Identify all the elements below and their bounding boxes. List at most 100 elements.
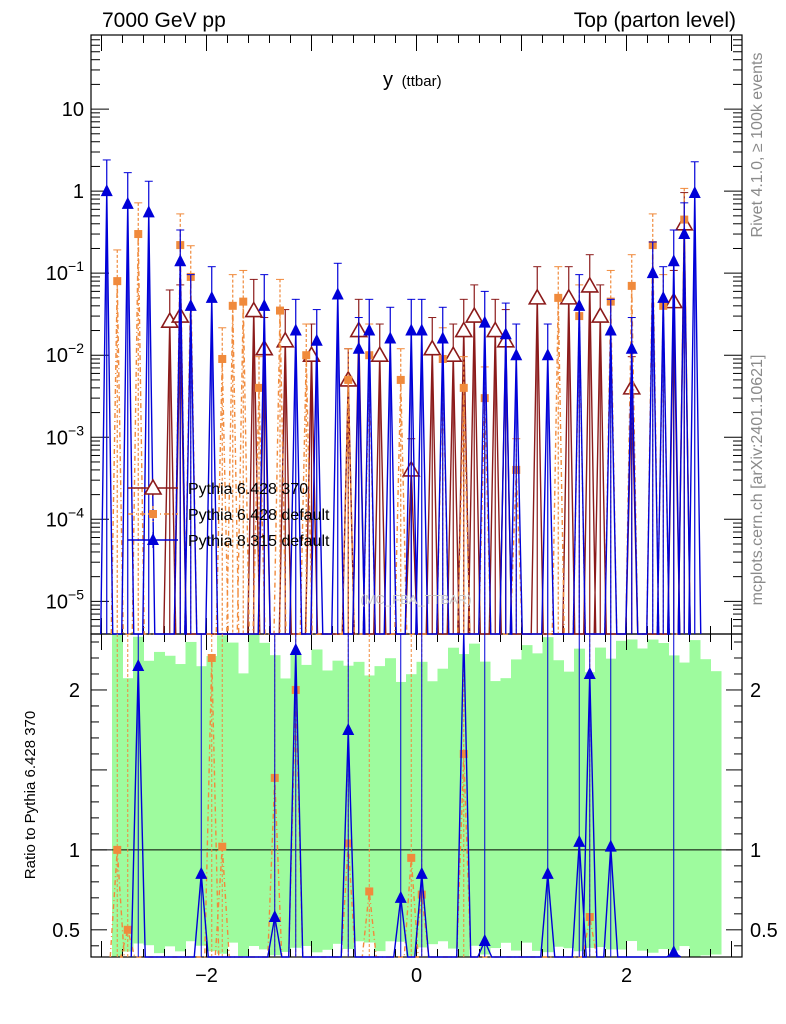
band-inner [227, 642, 239, 943]
legend-entry-p6-default: Pythia 6.428 default [128, 506, 330, 524]
ratio-point [218, 842, 227, 851]
band-inner [437, 668, 449, 942]
band-inner [332, 660, 344, 944]
data-point [113, 277, 122, 286]
data-point [244, 300, 264, 318]
ratio-point [342, 722, 355, 735]
legend-label: Pythia 8.315 default [188, 533, 330, 550]
ratio-point [195, 866, 208, 879]
data-point [541, 348, 554, 361]
band-inner [301, 664, 312, 946]
data-point [580, 276, 600, 293]
data-point [657, 290, 670, 303]
ratio-line [130, 633, 682, 958]
band-inner [185, 641, 197, 942]
band-inner [448, 647, 459, 949]
ratio-series-1 [130, 633, 682, 958]
data-point [331, 287, 344, 300]
band-inner [647, 639, 659, 953]
band-inner [164, 655, 176, 947]
ratio-y-tick-label-right: 1 [750, 840, 761, 862]
band-inner [616, 640, 627, 950]
data-point [678, 227, 691, 240]
data-point [363, 323, 376, 336]
data-point [454, 320, 474, 338]
ratio-y-tick-label: 2 [69, 680, 80, 702]
legend: Pythia 6.428 370 Pythia 6.428 default Py… [128, 478, 330, 550]
data-point [559, 288, 579, 305]
data-point [459, 383, 468, 392]
ratio-point [113, 845, 122, 854]
header-left: 7000 GeV pp [102, 9, 226, 32]
y-tick-label: 10−1 [46, 258, 84, 285]
data-point [415, 323, 428, 336]
data-point [184, 298, 197, 311]
ratio-series [109, 633, 682, 958]
y-tick-label: 10−5 [46, 586, 84, 613]
band-inner [322, 670, 333, 950]
data-point [205, 290, 218, 303]
data-point [604, 323, 617, 336]
legend-label: Pythia 6.428 default [188, 507, 330, 524]
band-inner [679, 662, 690, 947]
plot-title: y (ttbar) [383, 69, 442, 91]
band-inner [490, 681, 501, 949]
ratio-point [365, 887, 374, 896]
band-inner [311, 649, 323, 953]
band-inner [364, 675, 375, 943]
x-tick-label: 0 [411, 965, 422, 987]
band-inner [206, 656, 218, 952]
ratio-y-tick-label: 1 [69, 840, 80, 862]
ratio-point [289, 642, 302, 655]
y-tick-label: 10−2 [46, 340, 84, 367]
band-inner [521, 645, 533, 943]
data-point [142, 205, 155, 218]
band-inner [689, 640, 701, 957]
legend-label: Pythia 6.428 370 [188, 481, 308, 498]
band-inner [353, 661, 365, 942]
data-point [573, 298, 586, 311]
band-inner [385, 658, 396, 942]
band-inner [700, 659, 711, 956]
data-point [384, 331, 397, 344]
data-point [218, 354, 227, 363]
band-inner [259, 642, 270, 950]
data-point [527, 288, 547, 305]
band-inner [563, 671, 575, 949]
data-point [352, 341, 365, 354]
band-inner [143, 660, 155, 946]
ratio-y-label: Ratio to Pythia 6.428 370 [22, 711, 39, 879]
data-point [100, 184, 113, 197]
watermark: (MC_FBA_TTBAR) [360, 592, 471, 607]
data-point [478, 315, 491, 328]
series-line [110, 219, 691, 635]
band-inner [710, 671, 722, 955]
band-inner [238, 673, 249, 957]
band-inner [532, 653, 543, 951]
legend-marker-open-triangle [143, 478, 163, 495]
series-line [100, 191, 702, 635]
plot-title-sub: (ttbar) [402, 73, 442, 90]
data-point [344, 375, 353, 384]
data-point [275, 331, 295, 348]
data-point [396, 375, 405, 384]
series-1 [110, 187, 691, 635]
band-inner [427, 681, 438, 945]
data-point [405, 323, 418, 336]
ratio-point [132, 658, 145, 671]
y-tick-label: 10 [62, 99, 84, 121]
data-point [121, 196, 134, 209]
data-point [310, 333, 323, 346]
ratio-point [407, 853, 416, 862]
y-tick-label: 1 [73, 181, 84, 203]
data-point [554, 293, 563, 302]
sidebar-rivet: Rivet 4.1.0, ≥ 100k events [749, 53, 766, 238]
data-point [436, 331, 449, 344]
band-inner [595, 647, 606, 948]
data-point [289, 323, 302, 336]
ratio-y-axis: 0.5 0.5 1 1 2 2 [52, 641, 778, 947]
data-point [499, 327, 512, 340]
sidebar-site: mcplots.cern.ch [arXiv:2401.10621] [749, 355, 766, 606]
data-point [464, 306, 484, 323]
data-point [485, 320, 505, 338]
